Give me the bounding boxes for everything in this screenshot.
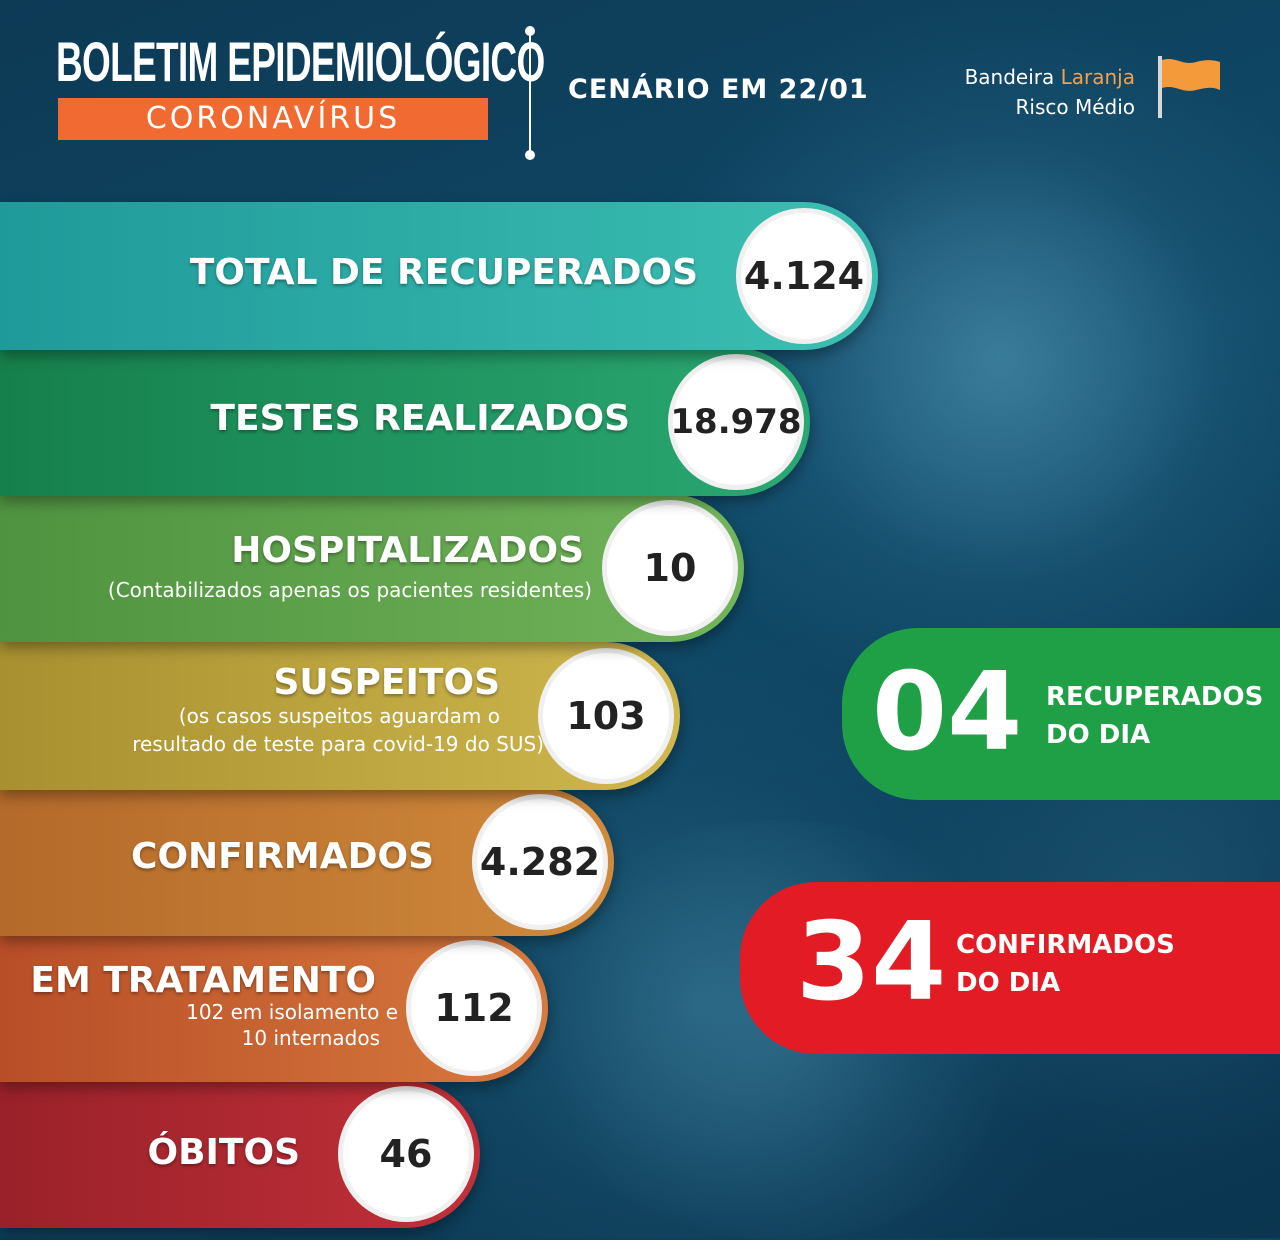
orange-flag-icon (1158, 56, 1220, 118)
flag-color-word: Laranja (1060, 65, 1135, 89)
daily-confirmed-value: 34 (796, 900, 947, 1025)
page-title: BOLETIM EPIDEMIOLÓGICO (56, 30, 545, 93)
deaths-bar: ÓBITOS 46 (0, 1080, 480, 1228)
daily-recovered-line1: RECUPERADOS (1046, 682, 1264, 712)
tests-label: TESTES REALIZADOS (210, 398, 630, 439)
scenario-date: CENÁRIO EM 22/01 (568, 74, 869, 105)
risk-level: Risco Médio (1015, 95, 1135, 119)
tests-value-circle: 18.978 (668, 354, 804, 490)
suspects-value: 103 (566, 694, 646, 738)
hospitalized-value: 10 (643, 546, 697, 590)
treatment-label: EM TRATAMENTO (30, 960, 376, 1001)
recovered-bar: TOTAL DE RECUPERADOS 4.124 (0, 202, 878, 350)
hospitalized-bar: HOSPITALIZADOS (Contabilizados apenas os… (0, 494, 744, 642)
hospitalized-note: (Contabilizados apenas os pacientes resi… (107, 578, 592, 602)
daily-recovered-box: 04 RECUPERADOS DO DIA (842, 628, 1280, 800)
recovered-value-circle: 4.124 (736, 208, 872, 344)
flag-word: Bandeira (964, 65, 1055, 89)
daily-confirmed-line1: CONFIRMADOS (956, 930, 1175, 960)
suspects-label: SUSPEITOS (273, 662, 500, 703)
treatment-note-2: 10 internados (241, 1026, 380, 1050)
suspects-bar: SUSPEITOS (os casos suspeitos aguardam o… (0, 642, 680, 790)
treatment-value: 112 (434, 986, 514, 1030)
daily-recovered-line2: DO DIA (1046, 720, 1151, 750)
confirmed-bar: CONFIRMADOS 4.282 (0, 788, 614, 936)
confirmed-value-circle: 4.282 (472, 794, 608, 930)
recovered-value: 4.124 (743, 254, 865, 298)
hospitalized-value-circle: 10 (602, 500, 738, 636)
daily-confirmed-line2: DO DIA (956, 968, 1061, 998)
daily-confirmed-box: 34 CONFIRMADOS DO DIA (740, 882, 1280, 1054)
divider-dot (525, 150, 535, 160)
treatment-bar: EM TRATAMENTO 102 em isolamento e 10 int… (0, 934, 548, 1082)
confirmed-label: CONFIRMADOS (131, 836, 434, 877)
deaths-value: 46 (379, 1132, 433, 1176)
hospitalized-label: HOSPITALIZADOS (231, 530, 584, 571)
tests-value: 18.978 (670, 402, 802, 442)
recovered-label: TOTAL DE RECUPERADOS (189, 252, 698, 293)
suspects-note-1: (os casos suspeitos aguardam o (178, 704, 500, 728)
confirmed-value: 4.282 (479, 840, 601, 884)
background-virus-shape (760, 140, 1240, 580)
deaths-value-circle: 46 (338, 1086, 474, 1222)
flag-status: Bandeira Laranja Risco Médio (965, 62, 1135, 122)
page-subtitle: CORONAVÍRUS (58, 98, 488, 140)
deaths-label: ÓBITOS (147, 1132, 300, 1173)
suspects-value-circle: 103 (538, 648, 674, 784)
tests-bar: TESTES REALIZADOS 18.978 (0, 348, 810, 496)
suspects-note-2: resultado de teste para covid-19 do SUS) (132, 732, 544, 756)
treatment-value-circle: 112 (406, 940, 542, 1076)
daily-recovered-value: 04 (872, 650, 1023, 775)
header-divider (529, 30, 531, 154)
treatment-note-1: 102 em isolamento e (186, 1000, 398, 1024)
